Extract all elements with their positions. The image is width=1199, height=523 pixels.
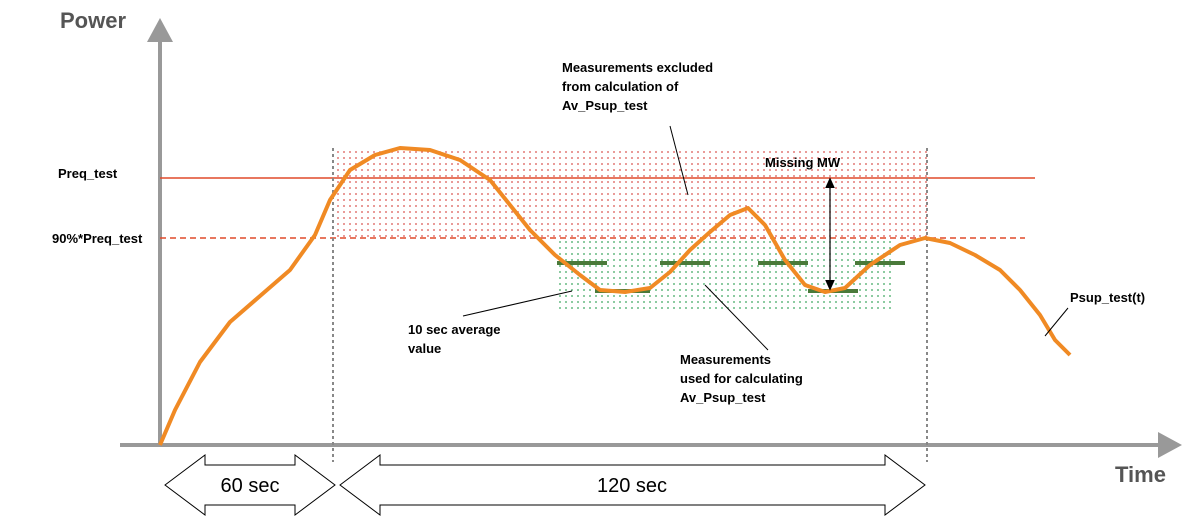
duration-label: 120 sec: [597, 475, 667, 497]
level-label: 90%*Preq_test: [52, 231, 143, 246]
leaders: [462, 125, 1069, 351]
power-curve: [158, 146, 1072, 446]
curve-label: Psup_test(t): [1070, 290, 1145, 305]
x-axis-arrow: [1158, 432, 1182, 458]
y-label: Power: [60, 8, 126, 33]
y-axis-arrow: [147, 18, 173, 42]
annotation-line: used for calculating: [680, 371, 803, 386]
x-label: Time: [1115, 462, 1166, 487]
level-label: Preq_test: [58, 166, 118, 181]
annotation-line: Measurements: [680, 352, 771, 367]
annotation-line: from calculation of: [562, 79, 679, 94]
duration-arrow: [164, 454, 336, 516]
annotation-line: Av_Psup_test: [680, 390, 766, 405]
annotation-line: Measurements excluded: [562, 60, 713, 75]
annotation-line: Av_Psup_test: [562, 98, 648, 113]
duration-arrow: [339, 454, 926, 516]
duration-label: 60 sec: [221, 475, 280, 497]
used-region: [555, 238, 893, 313]
annotation-line: value: [408, 341, 441, 356]
missing-label: Missing MW: [765, 155, 841, 170]
annotation-line: 10 sec average: [408, 322, 501, 337]
